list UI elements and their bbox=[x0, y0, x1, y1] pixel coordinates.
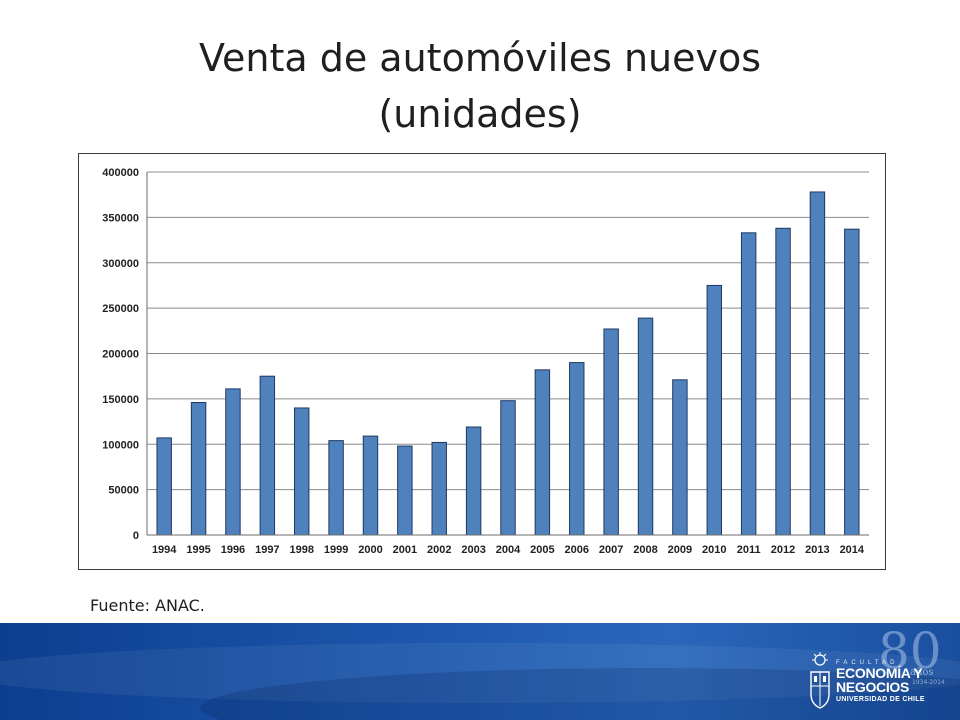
bar-2002 bbox=[431, 441, 447, 536]
y-tick-label: 250000 bbox=[102, 303, 139, 315]
x-tick-label: 2008 bbox=[633, 544, 657, 556]
x-tick-label: 1999 bbox=[324, 544, 348, 556]
bar-1995 bbox=[190, 402, 207, 536]
source-note: Fuente: ANAC. bbox=[90, 596, 205, 615]
x-tick-label: 2009 bbox=[668, 544, 692, 556]
x-tick-label: 1994 bbox=[152, 544, 177, 556]
anniversary-number: 80 bbox=[878, 622, 942, 680]
x-tick-label: 2012 bbox=[771, 544, 795, 556]
x-tick-label: 2007 bbox=[599, 544, 623, 556]
y-tick-label: 300000 bbox=[102, 258, 139, 270]
y-tick-label: 0 bbox=[133, 530, 139, 542]
x-tick-label: 1997 bbox=[255, 544, 279, 556]
x-tick-label: 2000 bbox=[358, 544, 382, 556]
bar-2001 bbox=[397, 445, 413, 536]
bar-2004 bbox=[500, 400, 516, 536]
bar-2011 bbox=[740, 232, 757, 536]
x-tick-label: 2005 bbox=[530, 544, 554, 556]
logo-line-1: ECONOMÍA Y bbox=[836, 665, 923, 681]
y-tick-label: 50000 bbox=[108, 485, 139, 497]
x-tick-label: 1996 bbox=[221, 544, 245, 556]
title-line-2: (unidades) bbox=[378, 92, 582, 136]
footer-band bbox=[0, 623, 960, 720]
x-tick-label: 2014 bbox=[840, 544, 865, 556]
x-tick-label: 2004 bbox=[496, 544, 521, 556]
bar-2008 bbox=[637, 317, 654, 536]
bar-1994 bbox=[156, 437, 172, 536]
university-crest-icon bbox=[810, 652, 830, 709]
logo-line-2: NEGOCIOS bbox=[836, 679, 910, 695]
y-tick-label: 400000 bbox=[102, 167, 139, 179]
faculty-logo: FACULTAD ECONOMÍA Y NEGOCIOS UNIVERSIDAD… bbox=[836, 660, 925, 703]
x-tick-label: 2013 bbox=[805, 544, 829, 556]
y-tick-label: 200000 bbox=[102, 349, 139, 361]
y-tick-label: 150000 bbox=[102, 394, 139, 406]
title-line-1: Venta de automóviles nuevos bbox=[198, 36, 762, 80]
bar-chart: 0 50000 100000 150000 200000 250000 300000 3500… bbox=[78, 153, 886, 570]
x-tick-label: 1998 bbox=[289, 544, 313, 556]
slide-title: Venta de automóviles nuevos (unidades) bbox=[0, 30, 960, 142]
bar-2009 bbox=[672, 379, 688, 536]
bar-1996 bbox=[225, 388, 241, 536]
bar-2010 bbox=[706, 284, 723, 536]
bar-2000 bbox=[362, 435, 379, 536]
y-tick-label: 100000 bbox=[102, 439, 139, 451]
footer-wave bbox=[0, 643, 960, 703]
chart-svg: 0 50000 100000 150000 200000 250000 300000 3500… bbox=[102, 167, 869, 556]
anniversary-word: años bbox=[910, 667, 934, 678]
x-tick-label: 2001 bbox=[393, 544, 417, 556]
bar-1999 bbox=[328, 440, 344, 536]
bar-2007 bbox=[603, 328, 619, 536]
x-tick-label: 2011 bbox=[737, 544, 761, 556]
logo-faculty-label: FACULTAD bbox=[836, 660, 899, 666]
bar-2012 bbox=[775, 227, 791, 536]
x-tick-label: 2002 bbox=[427, 544, 451, 556]
bar-1998 bbox=[293, 407, 310, 536]
x-tick-label: 2006 bbox=[565, 544, 589, 556]
x-tick-label: 2003 bbox=[461, 544, 485, 556]
x-tick-label: 1995 bbox=[186, 544, 210, 556]
logo-line-3: UNIVERSIDAD DE CHILE bbox=[836, 696, 925, 703]
bar-2005 bbox=[534, 369, 551, 536]
bar-2013 bbox=[809, 191, 826, 536]
bar-2006 bbox=[569, 362, 585, 536]
x-tick-label: 2010 bbox=[702, 544, 726, 556]
y-tick-label: 350000 bbox=[102, 212, 139, 224]
bar-2014 bbox=[844, 228, 860, 536]
bar-2003 bbox=[465, 426, 482, 536]
anniversary-years: 1934-2014 bbox=[912, 679, 945, 686]
bar-1997 bbox=[259, 375, 276, 536]
